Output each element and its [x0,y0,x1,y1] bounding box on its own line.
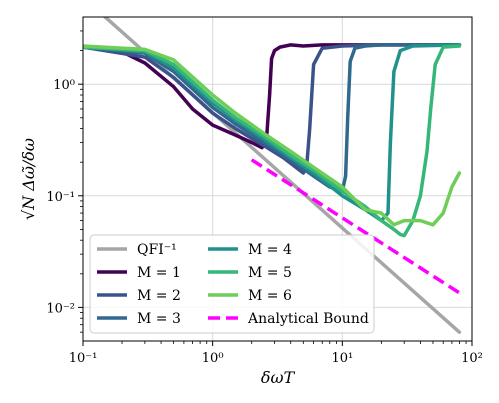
legend-label-6: M = 6 [248,288,292,304]
plot-frame [82,16,473,342]
ticks: 10⁻¹ 10⁰ 10¹ 10² 10⁻² 10⁻¹ 10⁰ [46,30,483,366]
legend-label-7: Analytical Bound [247,311,369,327]
series-line-1 [83,43,462,150]
x-axis-label: δωT [261,368,296,387]
series-line-5 [83,44,462,238]
series-line-6 [83,44,462,227]
x-tick-label: 10² [461,351,483,366]
x-tick-label: 10⁰ [202,351,224,366]
y-tick-label: 10⁻² [46,301,75,316]
x-tick-label: 10⁻¹ [69,351,98,366]
legend-label-2: M = 2 [137,288,181,304]
x-tick-label: 10¹ [331,351,353,366]
legend: QFI⁻¹ M = 1 M = 2 M = 3 M = 4 M = 5 M = 6 Analy… [89,234,375,334]
y-tick-label: 10⁻¹ [46,190,75,205]
y-axis-label: √N Δω̃/δω [19,138,38,220]
legend-label-1: M = 1 [137,265,181,281]
legend-label-4: M = 4 [248,242,292,258]
series-line-4 [83,43,462,223]
series-line-7 [250,158,461,295]
legend-label-5: M = 5 [248,265,292,281]
legend-label-0: QFI⁻¹ [137,242,177,258]
legend-label-3: M = 3 [137,311,181,327]
y-tick-label: 10⁰ [53,78,75,93]
legend-box [89,234,375,334]
series-layer [83,17,462,334]
